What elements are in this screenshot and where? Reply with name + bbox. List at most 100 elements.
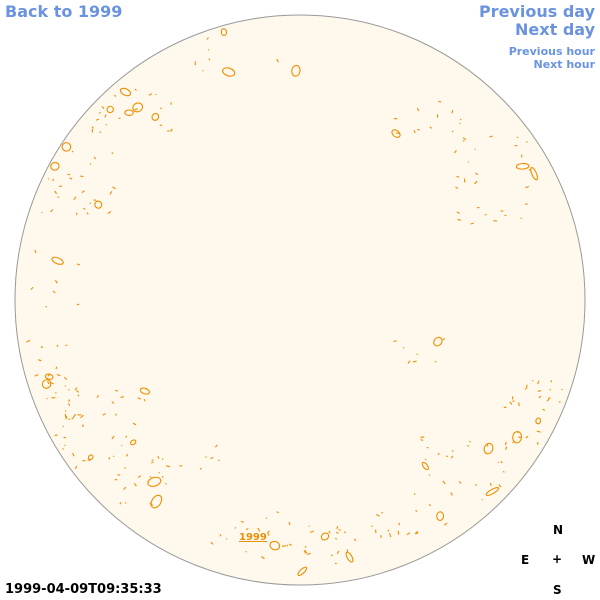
previous-hour-link[interactable]: Previous hour [508,45,595,58]
contour-fragment [26,339,31,343]
contour-fragment [120,396,125,398]
contour-fragment [165,483,167,485]
contour-fragment [45,305,48,308]
contour-loop [150,494,163,509]
contour-fragment [266,530,270,535]
contour-fragment [64,385,67,387]
contour-fragment [68,418,71,421]
contour-fragment [310,530,314,534]
solar-disk [14,14,586,586]
contour-fragment [34,374,39,377]
contour-fragment [474,148,476,150]
contour-fragment [71,150,74,153]
contour-fragment [525,435,529,439]
contour-fragment [102,413,106,416]
contour-fragment [331,554,333,557]
contour-loop [94,200,103,209]
contour-fragment [442,480,446,485]
contour-fragment [537,390,542,392]
contour-fragment [288,543,292,546]
contour-fragment [73,196,77,201]
contour-fragment [34,249,37,254]
contour-fragment [454,150,457,154]
contour-loop [51,256,64,265]
contour-loop [119,87,132,97]
contour-fragment [415,530,419,534]
previous-day-link[interactable]: Previous day [478,2,595,21]
next-hour-link[interactable]: Next hour [533,58,596,71]
back-to-year-link[interactable]: Back to 1999 [5,2,123,21]
contour-fragment [489,135,493,138]
contour-fragment [95,118,100,121]
contour-loop [269,540,281,551]
contour-loop [130,439,137,446]
observation-timestamp: 1999-04-09T09:35:33 [5,582,162,597]
compass-north: N [553,523,564,537]
contour-fragment [111,401,115,404]
compass-west: W [582,553,596,567]
contour-fragment [55,279,58,284]
contour-loop [512,430,523,444]
contour-fragment [376,514,380,517]
contour-fragment [416,107,420,112]
contour-fragment [107,210,112,215]
contour-fragment [114,389,119,392]
contour-fragment [134,88,137,91]
contour-loop [50,161,60,171]
contour-fragment [429,503,431,507]
contour-fragment [55,366,58,370]
contour-fragment [245,527,249,531]
contour-fragment [40,359,42,362]
contour-fragment [121,444,123,447]
contour-fragment [72,452,75,457]
contour-loop [421,461,429,471]
contour-fragment [101,106,105,110]
contour-loop [220,28,228,37]
contour-fragment [261,556,265,560]
contour-fragment [469,440,471,443]
contour-fragment [125,435,128,438]
contour-fragment [76,263,80,266]
contour-fragment [71,417,75,420]
contour-fragment [518,436,521,439]
contour-fragment [336,526,339,530]
contour-fragment [63,436,67,439]
contour-fragment [86,212,89,215]
contour-fragment [444,522,448,526]
contour-fragment [549,388,552,391]
contour-fragment [489,482,492,487]
contour-fragment [114,478,118,481]
contour-fragment [538,395,542,399]
contour-fragment [393,340,397,342]
contour-fragment [442,338,446,341]
contour-loop [483,442,494,455]
contour-loop [297,566,308,577]
contour-fragment [40,346,43,349]
contour-fragment [76,303,80,306]
contour-fragment [124,467,127,469]
contour-fragment [50,209,54,213]
contour-fragment [30,286,34,291]
contour-fragment [450,455,454,459]
contour-loop [345,551,354,563]
contour-loop [41,379,52,389]
contour-fragment [475,172,479,175]
year-marker-link[interactable]: 1999 [239,532,267,543]
contour-fragment [38,358,41,362]
contour-fragment [148,93,153,96]
contour-fragment [76,389,79,393]
contour-fragment [132,422,137,426]
contour-loop [433,336,443,347]
contour-fragment [504,214,507,217]
contour-fragment [137,397,142,400]
contour-fragment [505,441,507,446]
contour-fragment [402,346,405,349]
contour-fragment [456,211,460,214]
compass-center: + [552,552,563,566]
contour-fragment [67,403,71,406]
contour-fragment [111,435,115,440]
contour-loop [147,476,162,487]
next-day-link[interactable]: Next day [515,20,595,39]
contour-loop [87,454,94,461]
contour-fragment [96,395,99,399]
